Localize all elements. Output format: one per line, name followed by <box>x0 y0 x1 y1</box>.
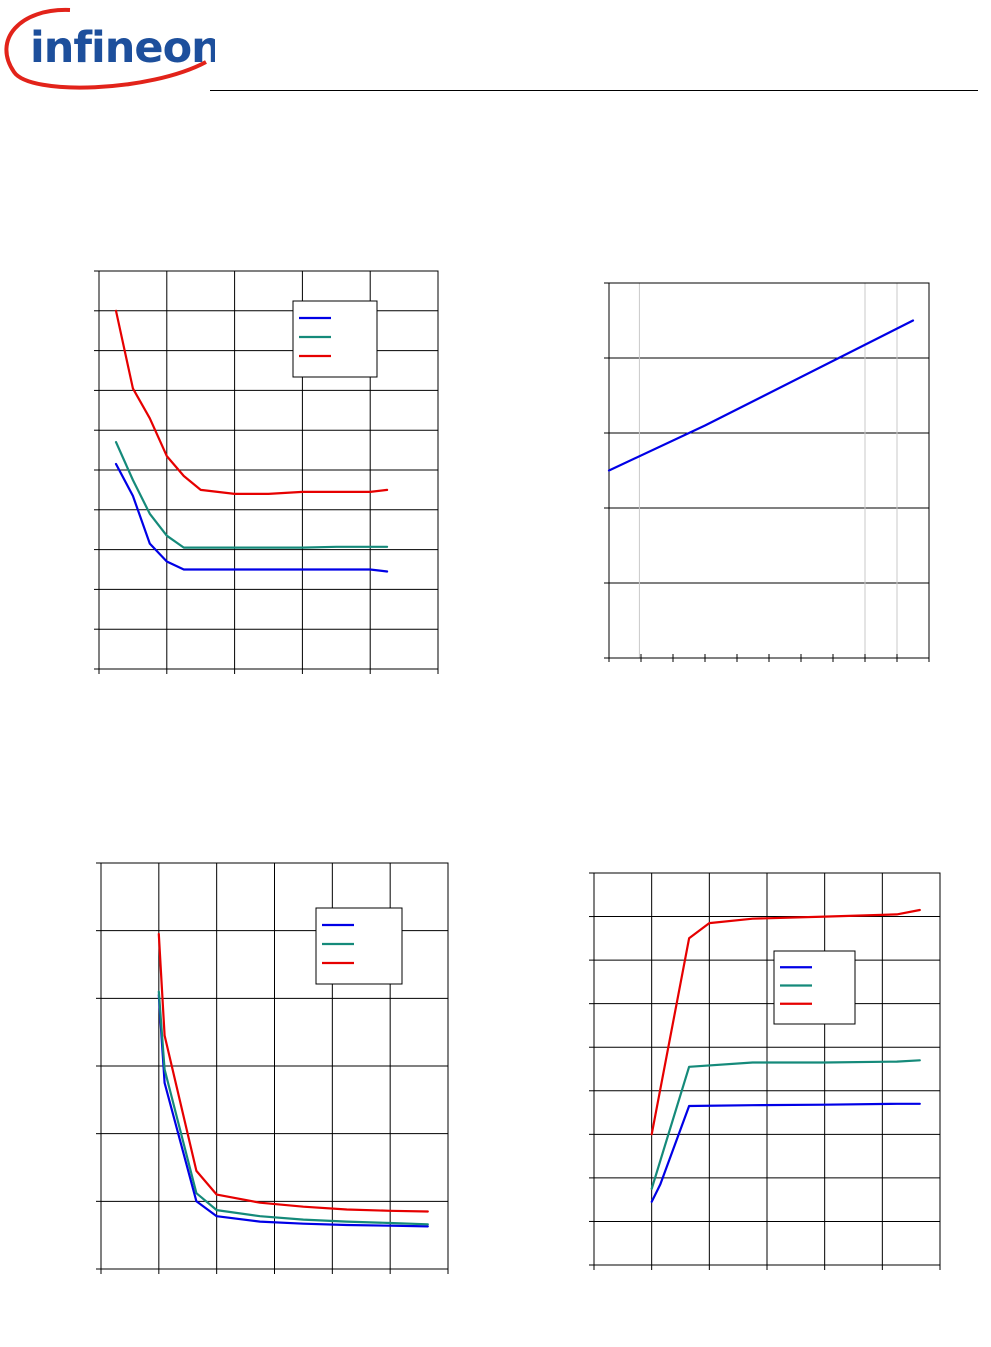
series-line-1 <box>607 319 915 472</box>
logo-wordmark: infineon <box>30 23 215 73</box>
plot-area <box>608 282 930 659</box>
infineon-logo-graphic: infineon <box>4 7 222 90</box>
chart-bottom-left <box>96 862 449 1274</box>
legend <box>292 300 378 378</box>
chart-bottom-right <box>589 872 941 1270</box>
series-line-1 <box>157 993 429 1228</box>
series-line-3 <box>114 309 389 495</box>
plot-area <box>593 872 941 1266</box>
logo-swoosh <box>4 7 207 90</box>
series-line-2 <box>114 441 389 549</box>
series-line-2 <box>157 990 429 1226</box>
series-line-1 <box>650 1102 921 1203</box>
plot-area <box>98 270 439 670</box>
header-rule <box>210 90 978 91</box>
series-line-2 <box>650 1059 921 1190</box>
legend <box>315 907 403 985</box>
infineon-logo: infineon <box>0 0 222 100</box>
chart-top-right <box>604 282 930 662</box>
plot-area <box>100 862 449 1270</box>
series-line-3 <box>157 932 429 1213</box>
legend <box>773 950 856 1025</box>
chart-top-left <box>94 270 439 674</box>
series-line-3 <box>650 908 921 1136</box>
series-line-1 <box>114 462 389 573</box>
